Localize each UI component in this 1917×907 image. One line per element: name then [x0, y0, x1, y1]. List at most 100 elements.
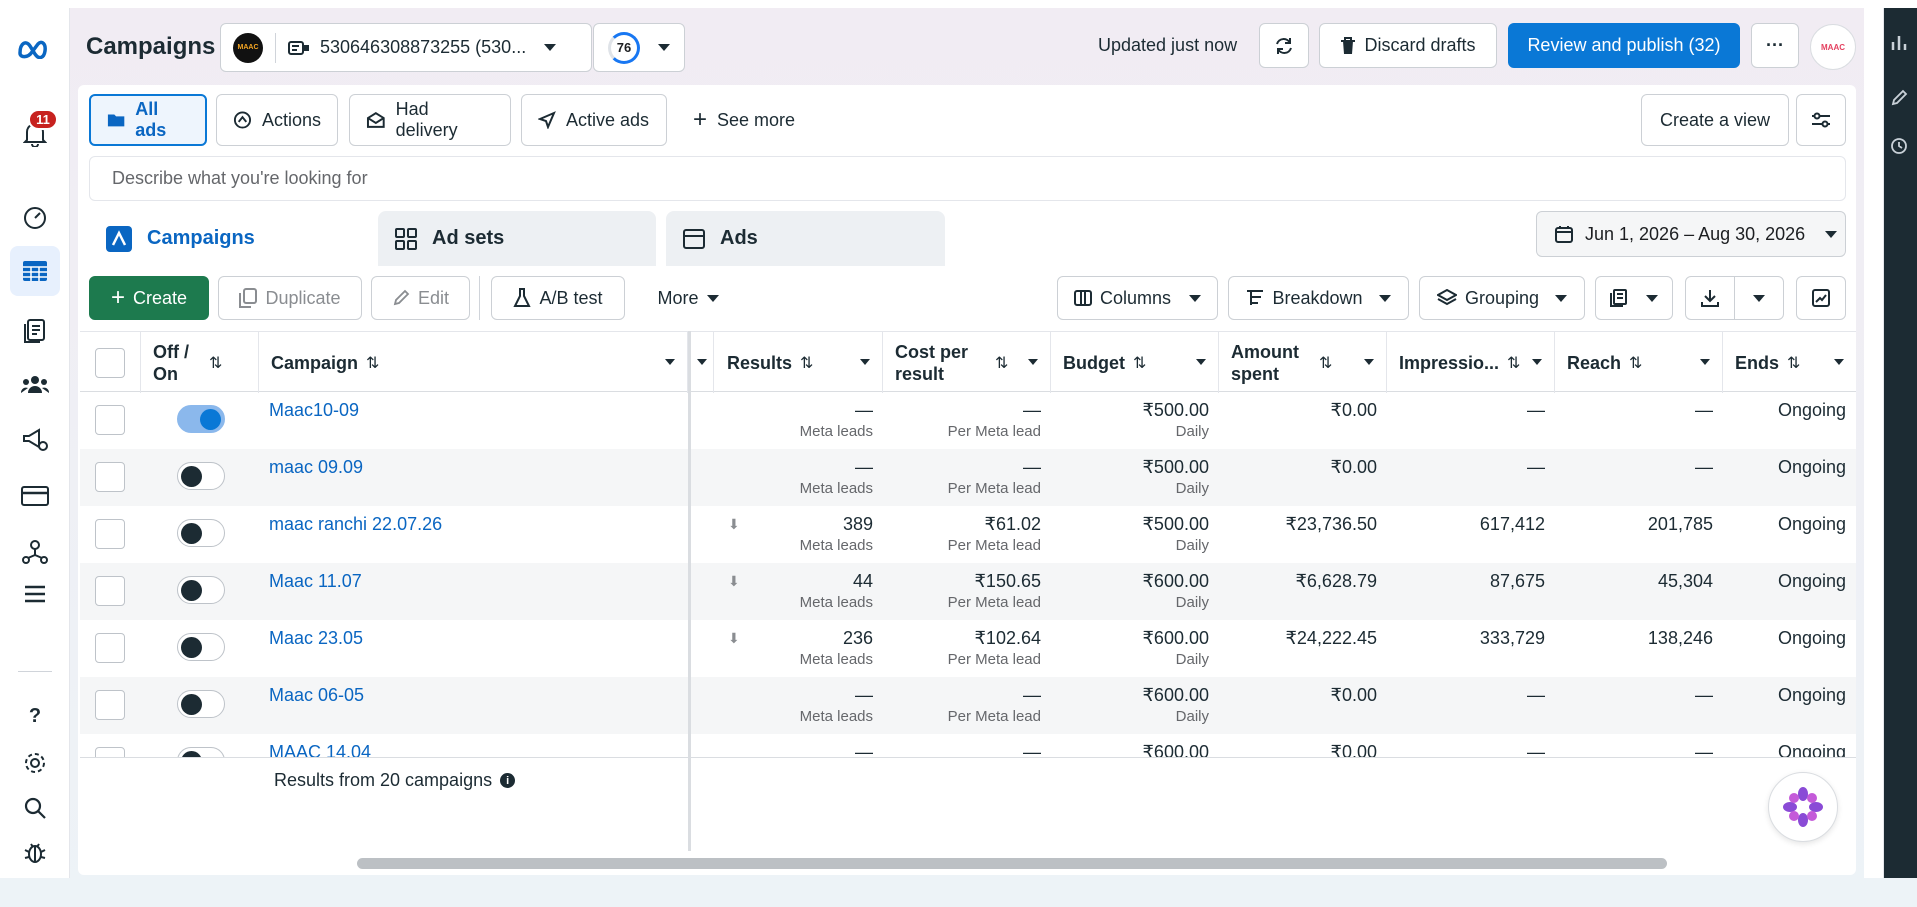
download-leads-icon[interactable]: ⬇ — [728, 630, 740, 646]
edit-pencil-icon[interactable] — [1884, 83, 1914, 113]
campaign-on-off-toggle[interactable] — [177, 462, 225, 490]
campaign-name-link[interactable]: Maac 11.07 — [269, 571, 362, 591]
discard-drafts-button[interactable]: Discard drafts — [1319, 23, 1497, 68]
budget-cell[interactable]: ₹600.00 Daily — [1051, 563, 1209, 620]
create-button[interactable]: + Create — [89, 276, 209, 320]
edit-button[interactable]: Edit — [371, 276, 470, 320]
row-checkbox[interactable] — [95, 462, 125, 492]
campaign-name-link[interactable]: Maac 06-05 — [269, 685, 365, 705]
charts-panel-button[interactable] — [1796, 276, 1846, 320]
ads-manager-table-icon[interactable] — [10, 246, 60, 296]
history-clock-icon[interactable] — [1884, 131, 1914, 161]
download-leads-icon[interactable]: ⬇ — [728, 573, 740, 589]
date-range-picker[interactable]: Jun 1, 2026 – Aug 30, 2026 — [1536, 211, 1846, 257]
table-row[interactable]: maac 09.09 — Meta leads — Per Meta lead ₹5… — [80, 449, 1856, 506]
search-input[interactable]: Describe what you're looking for — [89, 156, 1846, 201]
budget-cell[interactable]: ₹500.00 Daily — [1051, 392, 1209, 449]
more-options-button[interactable]: ··· — [1751, 23, 1799, 68]
table-row[interactable]: Maac10-09 — Meta leads — Per Meta lead ₹50… — [80, 392, 1856, 449]
cost-per-result-cell: — Per Meta lead — [883, 449, 1041, 506]
select-all-checkbox[interactable] — [95, 348, 125, 378]
table-row[interactable]: Maac 11.07 ⬇ 44 Meta leads ₹150.65 Per Met… — [80, 563, 1856, 620]
tab-ads[interactable]: Ads — [666, 211, 945, 266]
settings-gear-icon[interactable] — [17, 745, 53, 781]
tab-ad-sets[interactable]: Ad sets — [378, 211, 656, 266]
ai-assistant-button[interactable] — [1768, 772, 1838, 842]
profile-avatar[interactable]: MAAC — [1810, 24, 1856, 70]
review-and-publish-button[interactable]: Review and publish (32) — [1508, 23, 1740, 68]
help-question-icon[interactable]: ? — [28, 704, 42, 727]
download-leads-icon[interactable]: ⬇ — [728, 516, 740, 532]
table-row[interactable]: MAAC 14.04 — — ₹600.00 ₹0.00 — — Ongoing — [80, 734, 1856, 757]
campaign-name-link[interactable]: Maac 23.05 — [269, 628, 364, 648]
budget-cell[interactable]: ₹600.00 — [1051, 734, 1209, 757]
refresh-button[interactable] — [1259, 23, 1309, 68]
filter-chip-actions[interactable]: Actions — [216, 94, 338, 146]
budget-cell[interactable]: ₹500.00 Daily — [1051, 506, 1209, 563]
table-row[interactable]: Maac 23.05 ⬇ 236 Meta leads ₹102.64 Per Me… — [80, 620, 1856, 677]
more-actions-dropdown[interactable]: More — [638, 276, 738, 320]
column-header-impressions[interactable]: Impressio... ⇅ — [1387, 332, 1555, 393]
create-a-view-button[interactable]: Create a view — [1641, 94, 1789, 146]
export-options-dropdown[interactable] — [1734, 276, 1784, 320]
horizontal-scrollbar[interactable] — [357, 858, 1667, 869]
row-checkbox[interactable] — [95, 405, 125, 435]
all-tools-menu-icon[interactable] — [17, 576, 53, 612]
export-button[interactable] — [1685, 276, 1735, 320]
filter-chip-had-delivery[interactable]: Had delivery — [349, 94, 511, 146]
business-network-icon[interactable] — [17, 534, 53, 570]
campaign-on-off-toggle[interactable] — [177, 576, 225, 604]
campaign-name-link[interactable]: MAAC 14.04 — [269, 742, 372, 757]
column-header-reach[interactable]: Reach ⇅ — [1555, 332, 1723, 393]
billing-card-icon[interactable] — [17, 478, 53, 514]
budget-cell[interactable]: ₹600.00 Daily — [1051, 620, 1209, 677]
row-checkbox[interactable] — [95, 633, 125, 663]
campaign-on-off-toggle[interactable] — [177, 405, 225, 433]
bar-chart-icon[interactable] — [1884, 28, 1914, 58]
campaign-on-off-toggle[interactable] — [177, 633, 225, 661]
column-header-off-on[interactable]: Off / On ⇅ — [140, 332, 259, 393]
row-checkbox[interactable] — [95, 519, 125, 549]
opportunity-score-button[interactable]: 76 — [593, 23, 685, 72]
row-checkbox[interactable] — [95, 690, 125, 720]
row-checkbox[interactable] — [95, 576, 125, 606]
audiences-people-icon[interactable] — [17, 366, 53, 402]
see-more-filters-button[interactable]: + See more — [676, 94, 816, 146]
report-bug-icon[interactable] — [17, 834, 53, 870]
grouping-dropdown[interactable]: Grouping — [1419, 276, 1585, 320]
budget-cell[interactable]: ₹500.00 Daily — [1051, 449, 1209, 506]
advertising-settings-megaphone-icon[interactable] — [17, 422, 53, 458]
column-header-budget[interactable]: Budget ⇅ — [1051, 332, 1219, 393]
column-header-amount-spent[interactable]: Amount spent ⇅ — [1219, 332, 1387, 393]
column-header-ends[interactable]: Ends ⇅ — [1723, 332, 1856, 393]
row-checkbox[interactable] — [95, 747, 125, 757]
column-header-results[interactable]: Results ⇅ — [715, 332, 883, 393]
ad-account-selector[interactable]: MAAC 530646308873255 (530... — [220, 23, 592, 72]
table-row[interactable]: Maac 06-05 — Meta leads — Per Meta lead ₹6… — [80, 677, 1856, 734]
breakdown-dropdown[interactable]: Breakdown — [1228, 276, 1409, 320]
reach-cell: 138,246 — [1647, 628, 1713, 648]
campaign-name-link[interactable]: Maac10-09 — [269, 400, 360, 420]
info-icon[interactable]: i — [500, 773, 516, 788]
column-header-cost-per-result[interactable]: Cost per result ⇅ — [883, 332, 1051, 393]
campaign-name-link[interactable]: maac 09.09 — [269, 457, 364, 477]
filter-chip-active-ads[interactable]: Active ads — [521, 94, 667, 146]
tab-campaigns[interactable]: Campaigns — [89, 211, 368, 266]
reports-dropdown[interactable] — [1595, 276, 1673, 320]
table-row[interactable]: maac ranchi 22.07.26 ⬇ 389 Meta leads ₹61… — [80, 506, 1856, 563]
columns-dropdown[interactable]: Columns — [1057, 276, 1218, 320]
budget-cell[interactable]: ₹600.00 Daily — [1051, 677, 1209, 734]
search-magnifier-icon[interactable] — [17, 790, 53, 826]
meta-logo-icon[interactable] — [17, 30, 53, 66]
campaign-on-off-toggle[interactable] — [177, 747, 225, 757]
dashboard-gauge-icon[interactable] — [17, 200, 53, 236]
column-header-campaign[interactable]: Campaign ⇅ — [259, 332, 688, 393]
filter-chip-all-ads[interactable]: All ads — [89, 94, 207, 146]
reports-document-icon[interactable] — [17, 313, 53, 349]
campaign-name-link[interactable]: maac ranchi 22.07.26 — [269, 514, 443, 534]
ab-test-button[interactable]: A/B test — [491, 276, 625, 320]
campaign-on-off-toggle[interactable] — [177, 519, 225, 547]
view-settings-button[interactable] — [1796, 94, 1846, 146]
duplicate-button[interactable]: Duplicate — [218, 276, 362, 320]
campaign-on-off-toggle[interactable] — [177, 690, 225, 718]
